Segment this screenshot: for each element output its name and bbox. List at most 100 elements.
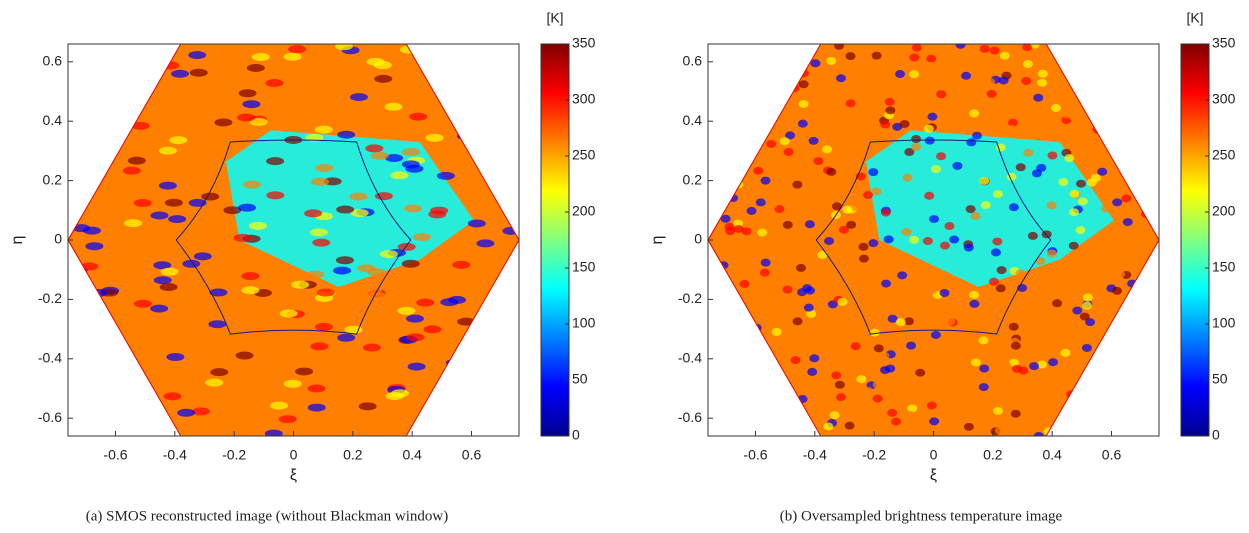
texture	[955, 44, 966, 49]
texture	[1031, 121, 1042, 130]
texture	[1039, 321, 1050, 330]
texture	[1082, 301, 1093, 310]
texture	[759, 268, 770, 277]
texture	[986, 89, 997, 98]
texture	[92, 202, 111, 211]
texture	[902, 173, 913, 182]
texture	[746, 55, 757, 64]
texture	[170, 69, 189, 78]
texture	[1050, 104, 1061, 113]
texture	[838, 225, 849, 234]
texture	[1079, 312, 1090, 321]
texture	[858, 242, 869, 251]
texture	[360, 307, 379, 316]
texture	[341, 374, 360, 383]
texture	[945, 44, 956, 50]
texture	[249, 117, 268, 126]
texture	[120, 71, 139, 80]
texture	[209, 288, 228, 297]
texture	[915, 368, 926, 377]
texture	[128, 89, 147, 98]
texture	[127, 156, 146, 165]
texture	[1011, 306, 1022, 315]
texture	[1142, 388, 1153, 397]
texture	[438, 73, 457, 82]
texture	[133, 199, 152, 208]
texture	[495, 153, 514, 162]
texture	[85, 242, 104, 251]
texture	[963, 422, 974, 431]
texture	[100, 131, 119, 140]
texture	[729, 135, 740, 144]
y-tick-label: -0.4	[678, 349, 702, 365]
texture	[111, 160, 130, 169]
texture	[109, 361, 128, 370]
texture	[336, 205, 355, 214]
texture	[978, 336, 989, 345]
texture	[1118, 228, 1129, 237]
texture	[309, 228, 328, 237]
texture	[969, 109, 980, 118]
texture	[169, 136, 188, 145]
texture	[183, 304, 202, 313]
texture	[903, 317, 914, 326]
x-tick-label: 0.2	[983, 447, 1003, 463]
texture	[68, 311, 87, 320]
texture	[747, 132, 758, 141]
texture	[952, 161, 963, 170]
texture	[150, 211, 169, 220]
texture	[911, 135, 922, 144]
texture	[1046, 249, 1057, 258]
texture	[1052, 299, 1063, 308]
texture	[501, 371, 519, 380]
texture	[270, 401, 289, 410]
texture	[998, 76, 1009, 85]
texture	[1021, 77, 1032, 86]
texture	[1035, 257, 1046, 266]
texture	[720, 214, 731, 223]
texture	[985, 77, 996, 86]
texture	[760, 176, 771, 185]
texture	[906, 411, 917, 420]
texture	[887, 408, 898, 417]
texture	[733, 224, 744, 233]
y-tick-label: -0.6	[678, 409, 702, 425]
texture	[842, 205, 853, 214]
texture	[83, 183, 102, 192]
texture	[1027, 231, 1038, 240]
texture	[385, 154, 404, 163]
texture	[1006, 125, 1017, 134]
texture	[412, 232, 431, 241]
texture	[885, 364, 896, 373]
texture	[846, 220, 857, 229]
texture	[492, 402, 511, 411]
texture	[311, 177, 330, 186]
texture	[708, 210, 715, 219]
texture	[797, 288, 808, 297]
texture	[895, 318, 906, 327]
texture	[1058, 177, 1069, 186]
texture	[367, 87, 386, 96]
texture	[904, 102, 915, 111]
texture	[467, 219, 486, 228]
texture	[462, 86, 481, 95]
texture	[840, 360, 851, 369]
texture	[1128, 422, 1139, 431]
texture	[416, 298, 435, 307]
texture	[1119, 49, 1130, 58]
x-tick-label: 0	[290, 447, 298, 463]
texture	[807, 367, 818, 376]
texture	[881, 279, 892, 288]
texture	[494, 342, 513, 351]
texture	[314, 322, 333, 331]
texture	[197, 331, 216, 340]
texture	[725, 116, 736, 125]
texture	[887, 314, 898, 323]
texture	[235, 351, 254, 360]
texture	[909, 70, 920, 79]
texture	[1076, 179, 1087, 188]
texture	[425, 133, 444, 142]
texture	[771, 430, 782, 436]
texture	[150, 304, 169, 313]
x-tick-label: -0.4	[803, 447, 827, 463]
